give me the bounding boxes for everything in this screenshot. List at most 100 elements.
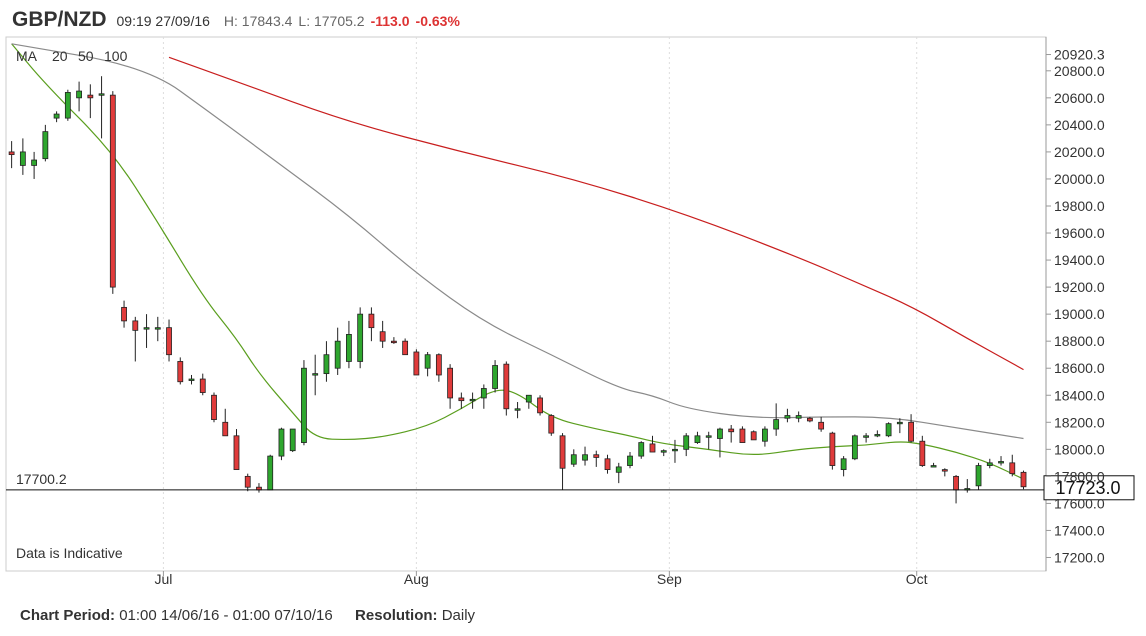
reference-line-label: 17700.2	[16, 471, 67, 487]
price-change-percent: -0.63%	[415, 13, 460, 29]
legend-ma100: 100	[104, 48, 128, 64]
candle-body	[728, 428, 735, 433]
candle-body	[379, 331, 386, 342]
candle	[525, 394, 532, 409]
candle	[480, 384, 487, 409]
candle	[615, 462, 622, 484]
y-tick-label: 20600.0	[1054, 90, 1105, 106]
y-tick-label: 19000.0	[1054, 306, 1105, 322]
candle	[896, 418, 903, 434]
candle	[683, 433, 690, 457]
candle	[806, 416, 813, 423]
candle	[19, 138, 26, 175]
y-tick-label: 18000.0	[1054, 441, 1105, 457]
candle	[177, 357, 184, 385]
y-tick-label: 19200.0	[1054, 279, 1105, 295]
candle-body	[525, 394, 532, 403]
legend-ma20: 20	[52, 48, 68, 64]
candle-body	[390, 340, 397, 344]
candle	[492, 360, 498, 393]
candle	[638, 441, 645, 459]
candle-body	[908, 421, 914, 442]
resolution-value: Daily	[441, 607, 476, 624]
candle	[548, 414, 555, 436]
candle-body	[42, 131, 49, 160]
candle-body	[806, 417, 813, 422]
candle	[143, 314, 150, 348]
candle	[627, 452, 633, 469]
candle	[346, 320, 352, 369]
candle	[930, 462, 937, 468]
period-label: Chart Period:	[20, 607, 116, 624]
candle-body	[278, 428, 285, 457]
candle-body	[222, 421, 229, 437]
candle-body	[773, 419, 780, 430]
candle	[964, 479, 971, 493]
candle	[121, 300, 127, 328]
candle	[199, 373, 206, 396]
candle-body	[1020, 471, 1027, 488]
candle	[919, 435, 926, 467]
candle-body	[750, 431, 757, 441]
candle	[390, 337, 397, 344]
candle-body	[627, 455, 633, 466]
candle-body	[413, 351, 420, 376]
candle-body	[953, 475, 959, 491]
candle	[649, 435, 656, 453]
ma100-line	[168, 56, 1024, 371]
y-tick-label: 19400.0	[1054, 252, 1105, 268]
candle-body	[98, 93, 105, 96]
candle-body	[31, 159, 38, 166]
x-tick-label: Sep	[657, 571, 682, 587]
candle-body	[211, 394, 217, 420]
candle-body	[537, 397, 543, 414]
candle-body	[76, 90, 82, 99]
candle	[109, 91, 116, 294]
y-tick-label: 17400.0	[1054, 522, 1105, 538]
resolution-label: Resolution:	[355, 607, 438, 624]
candle-body	[548, 415, 555, 434]
candle-body	[863, 435, 870, 438]
candle	[76, 81, 82, 112]
session-low: L: 17705.2	[298, 13, 365, 29]
y-tick-label: 18600.0	[1054, 360, 1105, 376]
y-tick-label: 19600.0	[1054, 225, 1105, 241]
candle-body	[301, 367, 307, 443]
candle	[829, 431, 836, 470]
candle-body	[604, 458, 611, 471]
candle-body	[87, 94, 94, 99]
candle-body	[615, 466, 622, 473]
candle	[244, 473, 251, 492]
candle	[357, 307, 364, 369]
y-tick-label: 20000.0	[1054, 171, 1105, 187]
candle-body	[919, 440, 926, 466]
candle	[559, 433, 566, 490]
candle	[1009, 454, 1016, 477]
candle-body	[998, 461, 1004, 464]
legend-ma50: 50	[78, 48, 94, 64]
candle-body	[199, 378, 206, 393]
candle	[593, 450, 600, 467]
candle	[132, 316, 139, 362]
y-tick-label: 20920.3	[1054, 47, 1105, 63]
current-price-box	[1043, 475, 1135, 501]
candle	[8, 141, 15, 169]
candle	[750, 430, 757, 441]
candle	[570, 449, 577, 467]
candle	[705, 431, 712, 450]
candle	[211, 392, 217, 423]
x-tick-label: Oct	[906, 571, 928, 587]
session-high: H: 17843.4	[223, 13, 293, 29]
candle	[413, 349, 420, 376]
candle-body	[121, 306, 127, 322]
candle-body	[424, 354, 431, 369]
candle-body	[1009, 462, 1016, 475]
candle-body	[649, 443, 656, 453]
candle-body	[447, 367, 454, 399]
candle	[874, 430, 881, 438]
candle-body	[346, 334, 352, 362]
candle-body	[188, 378, 195, 381]
candle-body	[53, 113, 60, 119]
candle	[458, 392, 465, 409]
